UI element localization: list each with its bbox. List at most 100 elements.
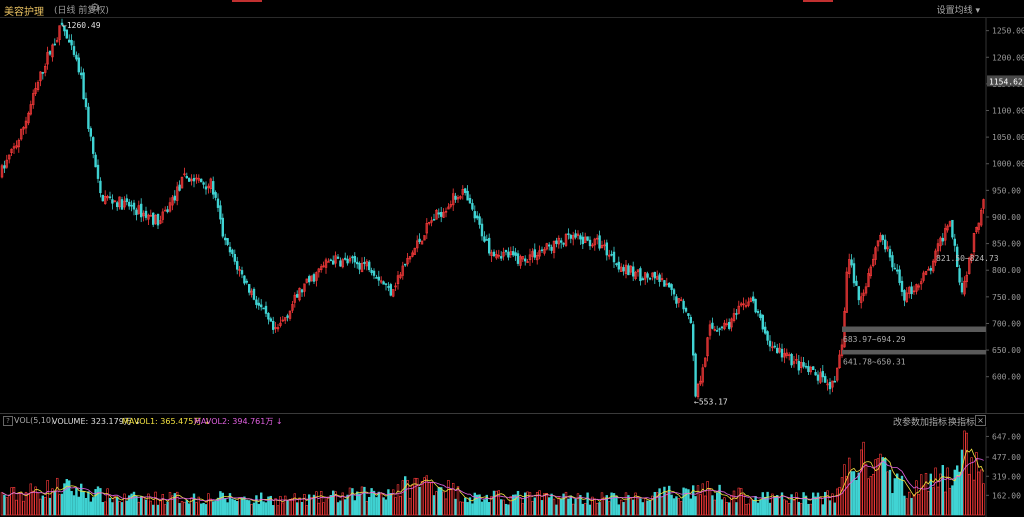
candle-body [192,178,196,182]
volume-bar [948,487,952,516]
volume-bar [574,498,577,516]
volume-bar [547,497,551,516]
edit-params-button[interactable]: 改参数 [893,418,921,428]
candle-body [792,361,796,364]
candle-body [701,367,705,383]
add-indicator-button[interactable]: 加指标 [920,418,948,428]
candle-body [816,374,820,381]
volume-bar [651,495,654,516]
candle-body [903,290,906,301]
volume-bar [128,495,131,516]
candle-body [679,299,683,302]
candle-body [269,318,272,322]
volume-bar [420,481,424,516]
volume-bar [787,503,791,516]
volume-bar [742,494,745,516]
volume-bar [437,487,440,516]
support-zone [842,326,986,332]
candle-body [216,198,220,208]
switch-indicator-button[interactable]: 换指标 [948,418,976,428]
candle-body [535,255,539,261]
volume-bar [879,453,882,516]
volume-bar [723,497,726,516]
candle-body [761,314,765,330]
candle-body [12,146,16,149]
volume-bar [819,497,822,516]
chart-period-label: (日线 前复权) [54,6,109,16]
volume-bar [475,494,479,516]
candle-body [852,263,856,284]
candle-body [248,284,251,293]
candle-body [835,367,839,381]
volume-bar [84,497,88,516]
volume-bar [310,497,313,516]
volume-bar [492,490,496,516]
index-title[interactable]: 美容护理 [4,7,44,18]
volume-bar [900,475,904,516]
candle-body [106,196,109,199]
volume-bar [682,487,685,516]
candle-body [739,303,743,306]
candle-body [838,354,841,368]
candle-body [845,271,849,313]
help-icon[interactable]: ? [3,416,13,426]
volume-bar [281,502,284,516]
volume-bar [497,490,500,516]
gear-icon[interactable]: ⚙ [90,1,100,14]
candle-body [540,249,544,252]
candle-body [665,283,669,286]
ma-setting-button[interactable]: 设置均线 ▾ [936,6,980,16]
volume-bar [480,501,484,516]
volume-bar [471,503,474,516]
candle-body [324,259,328,268]
volume-bar [756,502,760,516]
volume-bar [835,488,839,516]
volume-bar [754,496,757,516]
volume-bar [231,498,234,516]
volume-bar [595,502,599,516]
candle-body [389,284,392,296]
volume-bar [485,494,488,516]
volume-bar [631,499,635,516]
candle-body [128,201,131,207]
volume-bar [331,490,335,516]
candle-body [72,46,76,55]
candle-body [84,98,88,108]
volume-bar [759,499,762,516]
volume-bar [591,496,594,516]
close-icon[interactable]: × [975,415,986,426]
volume-bar [605,495,609,516]
volume-bar [0,492,4,516]
volume-bar [912,494,916,516]
candle-body [636,269,640,273]
volume-bar [99,488,102,516]
volume-bar [691,485,695,516]
candle-body [780,348,784,358]
volume-bar [152,504,155,516]
candle-body [399,274,402,278]
candle-body [135,209,138,215]
volume-bar [8,495,11,516]
volume-bar [804,495,808,516]
volume-bar [116,497,119,516]
candle-body [963,280,966,295]
volume-bar [730,495,733,516]
chart-header: 美容护理 (日线 前复权) ⚙ 设置均线 ▾ [0,0,1024,18]
volume-bar [75,487,78,516]
volume-bar [528,492,532,516]
candle-body [607,254,611,257]
candle-body [444,210,448,213]
candle-body [351,256,354,259]
candle-body [331,260,335,265]
volume-bar [459,501,462,516]
volume-bar [619,499,623,516]
candle-body [43,66,47,73]
volume-bar [58,494,61,516]
volume-bar [531,501,534,516]
candle-body [924,271,928,275]
candle-body [240,270,244,275]
volume-bar [833,502,837,516]
volume-bar [571,503,575,516]
candle-body [152,212,155,225]
candle-body [871,258,875,266]
